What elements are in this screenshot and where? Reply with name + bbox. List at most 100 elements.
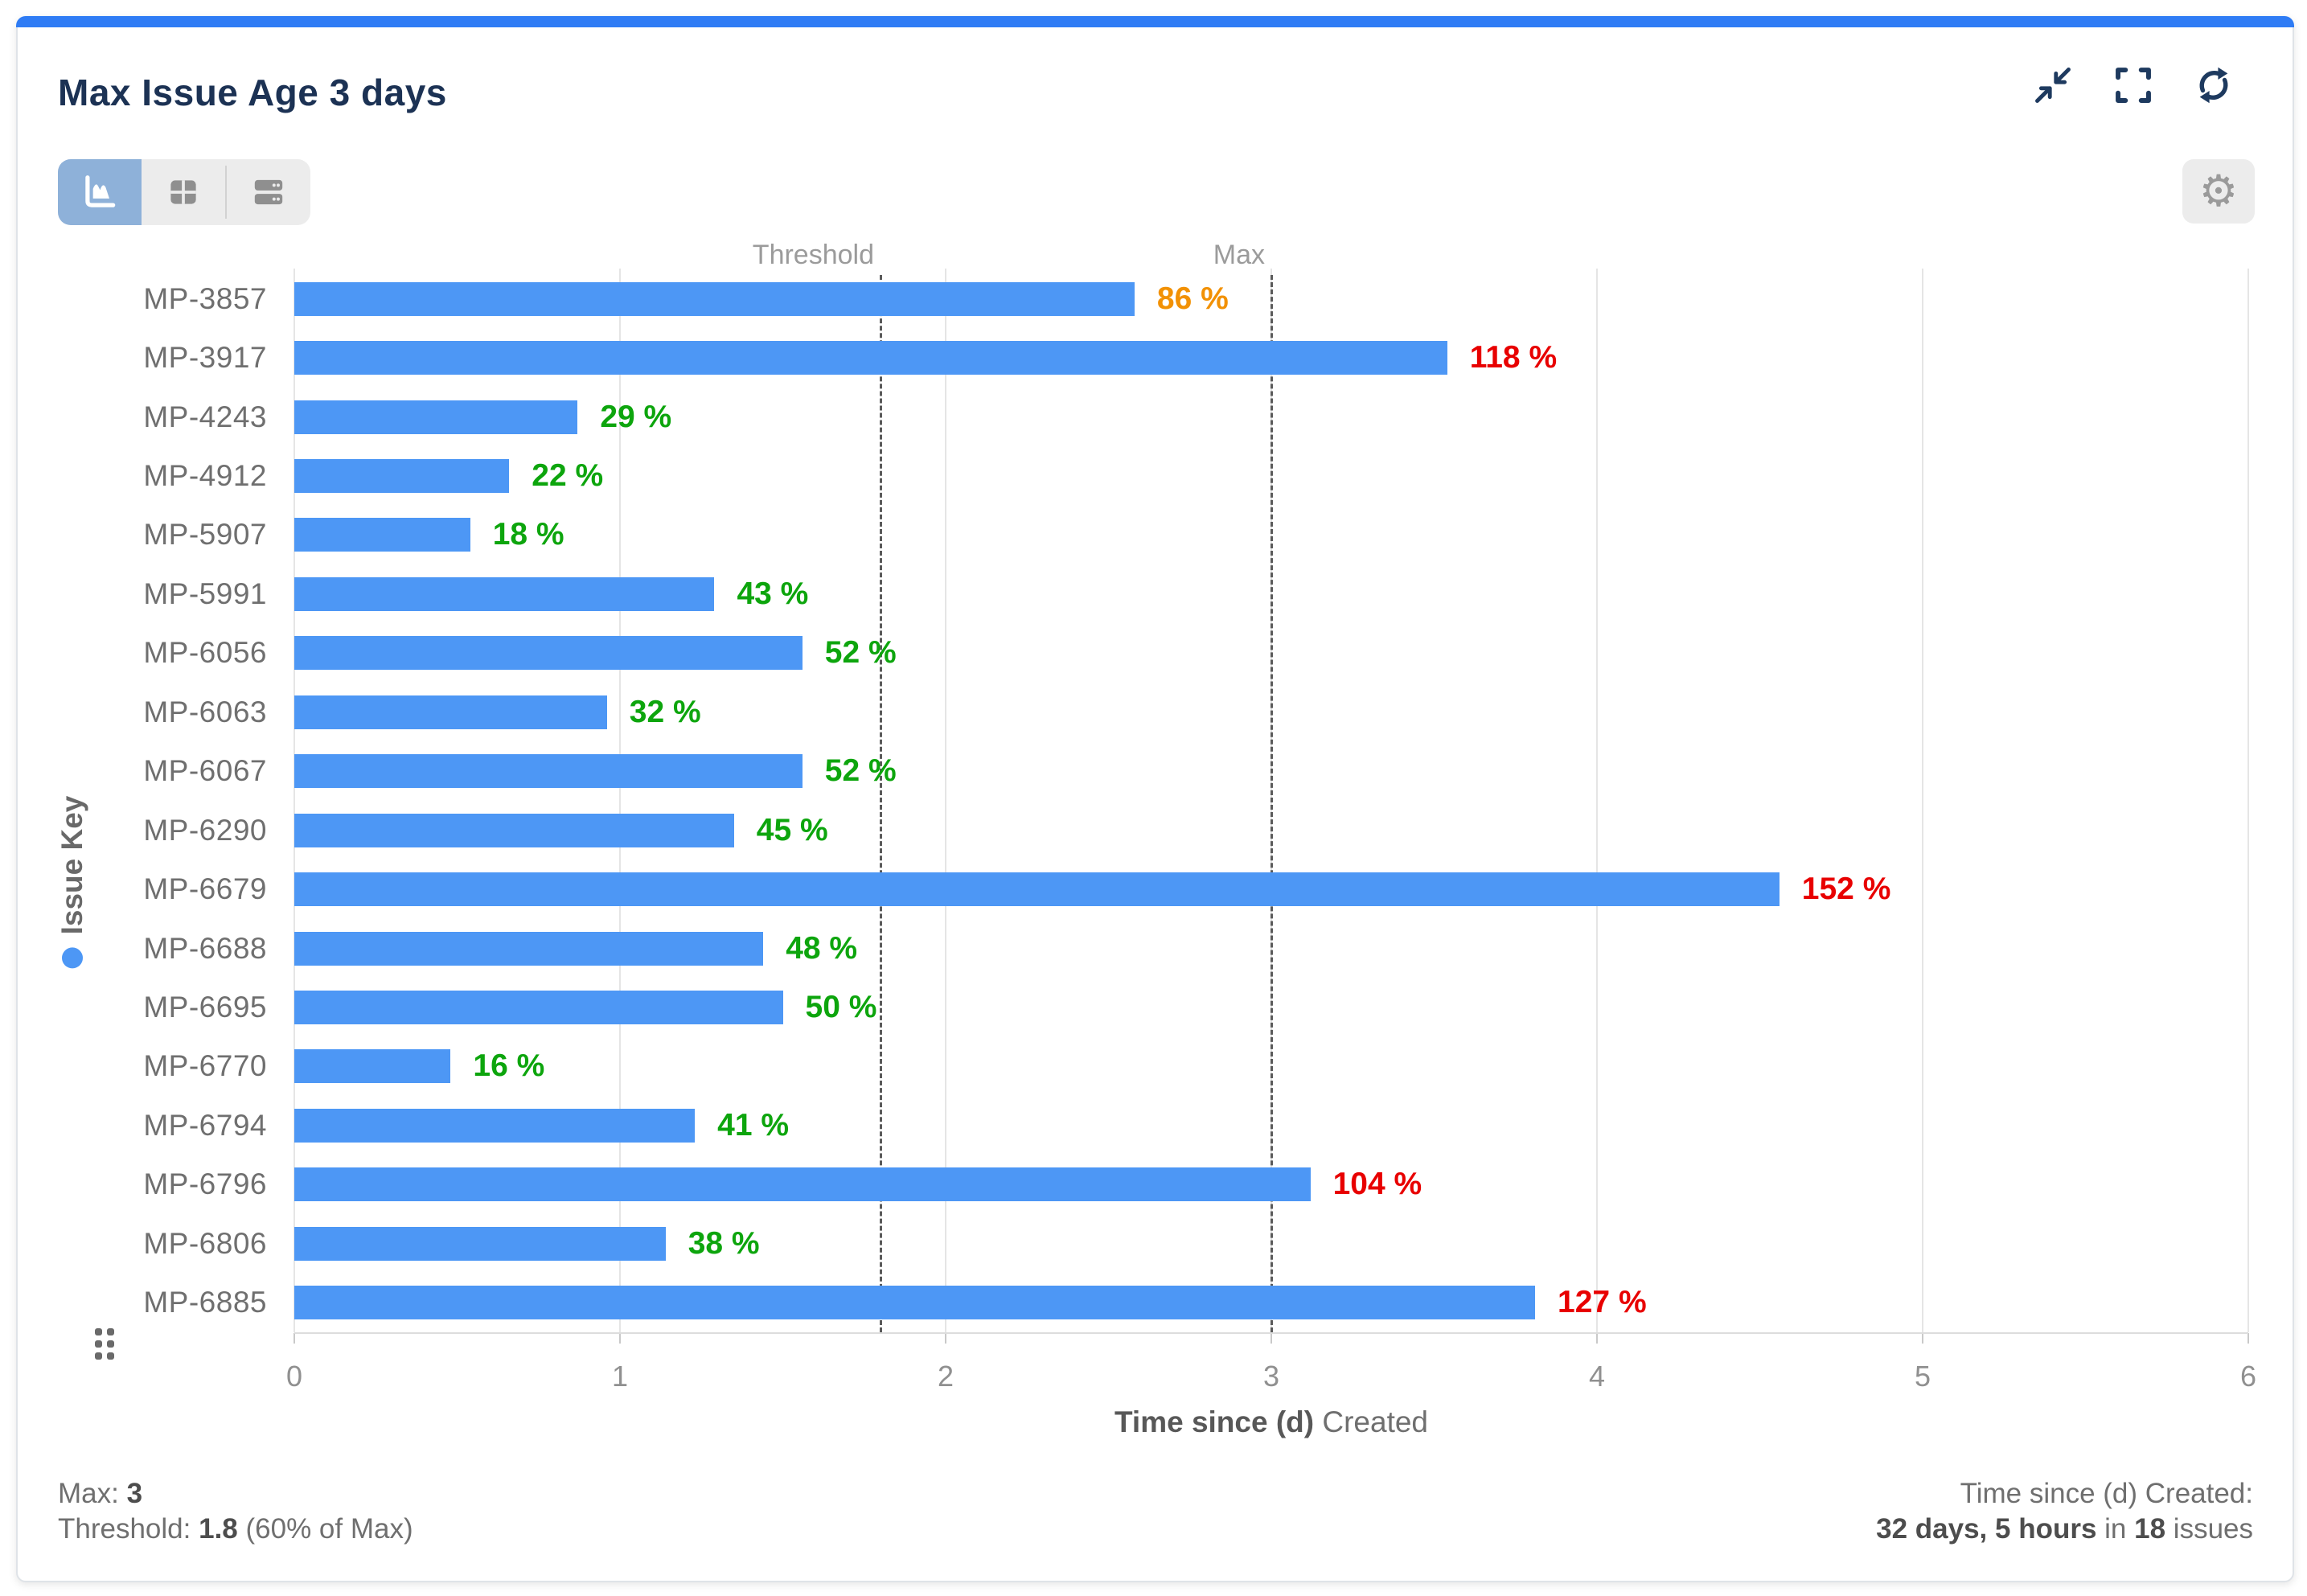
axis-tick-label: 2 bbox=[937, 1360, 954, 1393]
axis-tick bbox=[1270, 1333, 1272, 1344]
bar[interactable] bbox=[294, 695, 607, 729]
bar-track: 52 % bbox=[294, 635, 2248, 671]
axis-tick-label: 3 bbox=[1262, 1360, 1280, 1393]
footer-total-time: 32 days, 5 hours bbox=[1876, 1513, 2097, 1545]
chart-row: MP-6063 32 % bbox=[18, 683, 2248, 741]
issue-key-label: MP-6067 bbox=[143, 754, 267, 788]
percent-label: 127 % bbox=[1558, 1285, 1647, 1320]
bar-track: 118 % bbox=[294, 340, 2248, 375]
issue-key-label: MP-3857 bbox=[143, 281, 267, 315]
footer-right-line2: 32 days, 5 hours in 18 issues bbox=[1876, 1512, 2253, 1547]
chart-view-button[interactable] bbox=[58, 159, 142, 225]
gridline bbox=[1922, 269, 1923, 1332]
bar[interactable] bbox=[294, 1167, 1311, 1202]
bar[interactable] bbox=[294, 400, 578, 434]
axis-tick-label: 5 bbox=[1914, 1360, 1931, 1393]
percent-label: 52 % bbox=[824, 635, 897, 671]
card-accent-bar bbox=[16, 16, 2294, 27]
chart-row: MP-4912 22 % bbox=[18, 446, 2248, 505]
footer-max-value: 3 bbox=[126, 1478, 143, 1509]
percent-label: 48 % bbox=[786, 930, 858, 966]
percent-label: 18 % bbox=[492, 517, 564, 552]
percent-label: 16 % bbox=[473, 1048, 545, 1084]
chart-row: MP-4243 29 % bbox=[18, 388, 2248, 446]
gridline bbox=[945, 269, 946, 1332]
chart-row: MP-3917 118 % bbox=[18, 328, 2248, 387]
bar[interactable] bbox=[294, 813, 734, 847]
chart-rows: MP-3857 86 % MP-3917 118 % MP-4243 29 % MP-491… bbox=[18, 269, 2248, 1332]
x-axis-title-bold: Time since (d) bbox=[1114, 1405, 1315, 1438]
issue-key-label: MP-6063 bbox=[143, 695, 267, 728]
axis-tick bbox=[1922, 1333, 1923, 1344]
bar-track: 18 % bbox=[294, 517, 2248, 552]
footer-threshold-suffix: (60% of Max) bbox=[245, 1513, 413, 1545]
percent-label: 45 % bbox=[756, 812, 828, 847]
issue-key-label: MP-6679 bbox=[143, 872, 267, 906]
percent-label: 38 % bbox=[688, 1225, 760, 1261]
bar[interactable] bbox=[294, 1108, 696, 1143]
bar-track: 32 % bbox=[294, 695, 2248, 729]
bar-track: 43 % bbox=[294, 576, 2248, 611]
percent-label: 152 % bbox=[1801, 872, 1891, 907]
table-view-button[interactable] bbox=[142, 159, 225, 225]
chart-row: MP-6290 45 % bbox=[18, 801, 2248, 860]
collapse-button[interactable] bbox=[2032, 64, 2074, 106]
bar[interactable] bbox=[294, 872, 1780, 907]
bar-track: 48 % bbox=[294, 930, 2248, 966]
issue-key-label: MP-6056 bbox=[143, 636, 267, 670]
fullscreen-button[interactable] bbox=[2112, 64, 2154, 106]
x-axis-title-rest: Created bbox=[1314, 1405, 1429, 1438]
bar-chart: MP-3857 86 % MP-3917 118 % MP-4243 29 % MP-491… bbox=[18, 18, 2293, 1581]
bar-track: 104 % bbox=[294, 1167, 2248, 1202]
chart-row: MP-6885 127 % bbox=[18, 1273, 2248, 1331]
issue-key-label: MP-5991 bbox=[143, 576, 267, 610]
header-icons bbox=[2032, 64, 2235, 106]
bar[interactable] bbox=[294, 1226, 666, 1261]
issue-key-label: MP-6770 bbox=[143, 1049, 267, 1083]
drag-handle[interactable] bbox=[95, 1328, 114, 1360]
bar-track: 52 % bbox=[294, 753, 2248, 789]
collapse-arrows-icon bbox=[2035, 68, 2071, 103]
list-view-button[interactable] bbox=[227, 159, 310, 225]
area-chart-icon bbox=[85, 175, 116, 207]
chart-row: MP-6056 52 % bbox=[18, 624, 2248, 683]
footer-threshold-line: Threshold: 1.8 (60% of Max) bbox=[58, 1512, 413, 1547]
bar[interactable] bbox=[294, 754, 803, 789]
max-label: Max bbox=[1213, 240, 1265, 270]
bar[interactable] bbox=[294, 341, 1447, 375]
table-icon bbox=[170, 180, 196, 204]
chart-row: MP-5907 18 % bbox=[18, 506, 2248, 564]
refresh-button[interactable] bbox=[2193, 64, 2235, 106]
bar[interactable] bbox=[294, 990, 783, 1024]
bar[interactable] bbox=[294, 459, 510, 494]
bar[interactable] bbox=[294, 281, 1135, 316]
chart-row: MP-6679 152 % bbox=[18, 860, 2248, 918]
axis-tick bbox=[2247, 1333, 2249, 1344]
settings-button[interactable]: ⚙ bbox=[2182, 159, 2255, 224]
bar[interactable] bbox=[294, 931, 764, 966]
bar[interactable] bbox=[294, 636, 803, 671]
percent-label: 118 % bbox=[1469, 340, 1558, 375]
bar-track: 45 % bbox=[294, 812, 2248, 847]
bar[interactable] bbox=[294, 518, 470, 552]
percent-label: 86 % bbox=[1156, 281, 1229, 316]
percent-label: 104 % bbox=[1332, 1167, 1422, 1202]
footer-threshold-value: 1.8 bbox=[199, 1513, 238, 1545]
percent-label: 22 % bbox=[532, 458, 604, 494]
issue-key-label: MP-6290 bbox=[143, 813, 267, 847]
bar[interactable] bbox=[294, 1049, 451, 1084]
chart-row: MP-6794 41 % bbox=[18, 1096, 2248, 1155]
bar[interactable] bbox=[294, 576, 715, 611]
issue-key-label: MP-5907 bbox=[143, 518, 267, 552]
gadget-card: Max Issue Age 3 days bbox=[16, 16, 2294, 1582]
gridline bbox=[2247, 269, 2249, 1332]
chart-row: MP-6806 38 % bbox=[18, 1214, 2248, 1273]
footer-issues-text: issues bbox=[2165, 1513, 2253, 1545]
bar[interactable] bbox=[294, 1286, 1536, 1320]
axis-tick-label: 6 bbox=[2239, 1360, 2257, 1393]
bar-track: 152 % bbox=[294, 872, 2248, 907]
footer-max-line: Max: 3 bbox=[58, 1476, 413, 1512]
view-toggle-group bbox=[58, 159, 310, 225]
bar-track: 16 % bbox=[294, 1048, 2248, 1084]
fullscreen-icon bbox=[2116, 68, 2151, 103]
